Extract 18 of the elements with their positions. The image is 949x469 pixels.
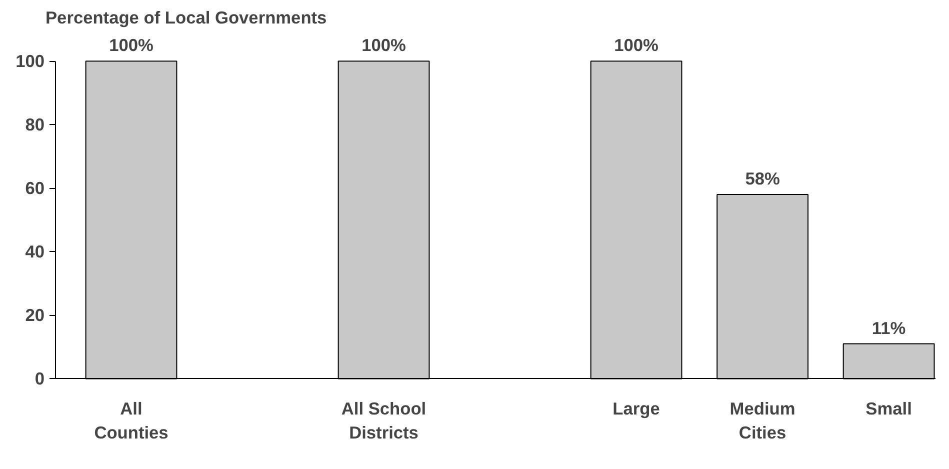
y-tick-label: 80 — [25, 114, 45, 135]
y-tick-label: 0 — [34, 368, 45, 389]
x-tick-label: All Counties — [94, 398, 168, 443]
x-tick-label: All School Districts — [341, 398, 426, 443]
data-label: 100% — [362, 35, 406, 56]
x-tick-label: Small — [866, 398, 912, 419]
y-tick-label: 20 — [25, 305, 45, 326]
data-label: 11% — [872, 318, 906, 338]
x-tick-label: Medium — [730, 398, 796, 419]
chart-title: Percentage of Local Governments — [46, 8, 327, 28]
data-label: 100% — [614, 35, 658, 56]
y-tick-label: 40 — [25, 242, 45, 262]
text: Cities — [738, 422, 786, 443]
data-label: 58% — [745, 168, 780, 188]
y-tick-label: 100 — [16, 51, 45, 72]
data-label: 100% — [109, 35, 154, 56]
x-tick-label: Large — [612, 398, 660, 419]
y-tick-label: 60 — [25, 178, 45, 198]
